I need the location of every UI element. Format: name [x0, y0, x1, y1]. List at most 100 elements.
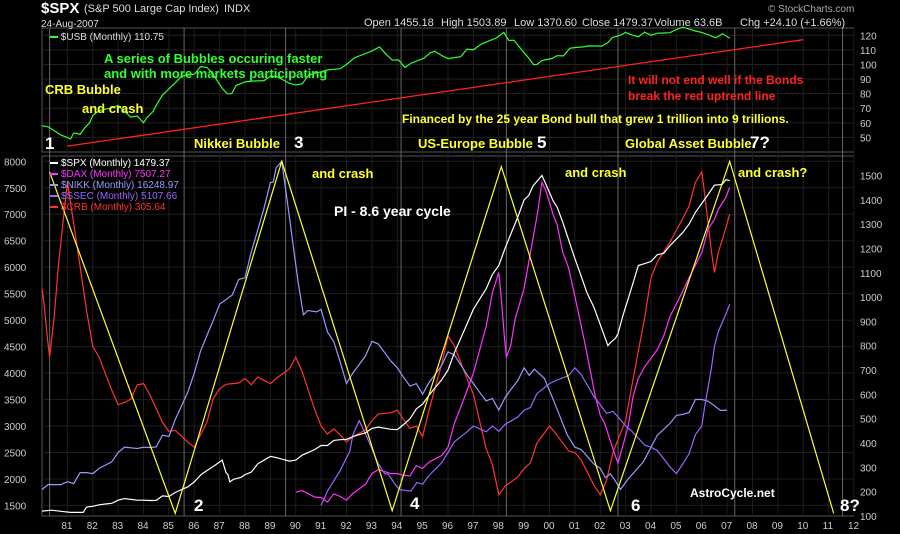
not-end-well-line1: It will not end well if the Bonds	[628, 73, 804, 87]
x-axis-tick: 89	[264, 521, 276, 532]
x-axis-tick: 92	[341, 521, 353, 532]
main-legend-item: $SSEC (Monthly) 5107.66	[50, 191, 177, 202]
main-right-tick: 100	[860, 512, 877, 523]
top-right-tick: 80	[860, 90, 872, 101]
x-axis-tick: 93	[366, 521, 378, 532]
main-left-tick: 3000	[4, 422, 27, 433]
main-legend-item: $NIKK (Monthly) 16248.97	[50, 180, 179, 191]
x-axis-tick: 88	[239, 521, 251, 532]
wave-label-3: 3	[294, 133, 304, 152]
dax-line	[295, 180, 731, 503]
date-label: 24-Aug-2007	[41, 19, 99, 30]
main-right-tick: 1100	[860, 269, 882, 280]
wave-label-2: 2	[194, 496, 204, 515]
legend-swatch	[50, 173, 58, 176]
symbol-title: $SPX	[41, 0, 80, 17]
top-right-tick: 90	[860, 75, 872, 86]
nikkei-bubble-label: Nikkei Bubble	[194, 136, 280, 151]
main-right-tick: 400	[860, 439, 877, 450]
series-bubbles-line2: and with more markets participating	[104, 66, 328, 81]
and-crash-question: and crash?	[738, 165, 808, 180]
bond-trendline	[67, 39, 804, 147]
low-value: Low 1370.60	[514, 17, 577, 29]
and-crash-1: and crash	[82, 101, 144, 116]
x-axis-tick: 91	[315, 521, 327, 532]
wave-label-4: 4	[410, 494, 420, 513]
main-left-tick: 6000	[4, 263, 27, 274]
wave-label-1: 1	[45, 134, 55, 153]
index-name: (S&P 500 Large Cap Index)	[84, 3, 219, 15]
main-right-tick: 1200	[860, 244, 883, 255]
x-axis-tick: 87	[214, 521, 226, 532]
top-right-tick: 70	[860, 104, 872, 115]
x-axis-tick: 10	[797, 521, 809, 532]
wave-label-8: 8?	[840, 496, 860, 515]
top-right-tick: 120	[860, 31, 877, 42]
x-axis-tick: 90	[290, 521, 302, 532]
main-right-tick: 900	[860, 317, 877, 328]
main-legend-item: $SPX (Monthly) 1479.37	[50, 158, 170, 169]
x-axis-tick: 97	[467, 521, 479, 532]
us-europe-bubble-label: US-Europe Bubble	[418, 136, 533, 151]
not-end-well-line2: break the red uptrend line	[628, 89, 776, 103]
wave-label-6: 6	[631, 496, 641, 515]
and-crash-3: and crash	[565, 165, 627, 180]
x-axis-tick: 00	[544, 521, 556, 532]
nikk-line	[41, 159, 728, 491]
legend-label: $NIKK (Monthly) 16248.97	[61, 180, 179, 191]
main-right-tick: 300	[860, 463, 877, 474]
main-left-tick: 7000	[4, 210, 27, 221]
x-axis-tick: 95	[417, 521, 429, 532]
astrocycle-label: AstroCycle.net	[690, 486, 775, 500]
main-legend-item: $DAX (Monthly) 7507.27	[50, 169, 171, 180]
wave-label-5: 5	[537, 133, 547, 152]
usb-legend: $USB (Monthly) 110.75	[50, 32, 164, 43]
usb-legend-label: $USB (Monthly) 110.75	[60, 32, 164, 43]
legend-label: $CRB (Monthly) 305.64	[61, 202, 166, 213]
x-axis-tick: 01	[569, 521, 581, 532]
main-left-tick: 4500	[4, 343, 27, 354]
x-axis-tick: 07	[721, 521, 733, 532]
x-axis-tick: 06	[696, 521, 708, 532]
x-axis-tick: 11	[823, 521, 834, 532]
usb-line	[41, 26, 731, 140]
main-left-tick: 5000	[4, 316, 27, 327]
brand-label: © StockCharts.com	[768, 4, 855, 15]
pi-cycle-label: PI - 8.6 year cycle	[334, 203, 451, 219]
x-axis-tick: 84	[138, 521, 150, 532]
wave-label-7: 7?	[750, 133, 770, 152]
main-left-tick: 3500	[4, 396, 27, 407]
x-axis-tick: 04	[645, 521, 657, 532]
top-right-tick: 60	[860, 119, 872, 130]
x-axis-tick: 09	[772, 521, 784, 532]
usb-legend-swatch	[50, 36, 58, 39]
main-left-tick: 8000	[4, 157, 27, 168]
and-crash-2: and crash	[312, 166, 374, 181]
close-value: Close 1479.37	[582, 17, 653, 29]
x-axis-tick: 12	[848, 521, 860, 532]
main-left-tick: 1500	[4, 501, 27, 512]
main-right-tick: 1300	[860, 220, 883, 231]
x-axis-tick: 94	[391, 521, 403, 532]
legend-swatch	[50, 162, 58, 165]
x-axis-tick: 82	[87, 521, 99, 532]
legend-swatch	[50, 195, 58, 198]
high-value: High 1503.89	[441, 17, 507, 29]
x-axis-tick: 03	[620, 521, 632, 532]
ssec-line	[320, 303, 731, 506]
global-bubble-label: Global Asset Bubble	[625, 136, 752, 151]
x-axis-tick: 81	[61, 521, 73, 532]
x-axis-tick: 05	[670, 521, 682, 532]
main-left-tick: 7500	[4, 184, 27, 195]
main-left-tick: 2500	[4, 448, 27, 459]
main-right-tick: 500	[860, 415, 877, 426]
main-right-tick: 1500	[860, 171, 883, 182]
exchange-label: INDX	[224, 3, 251, 15]
x-axis-tick: 96	[442, 521, 454, 532]
main-left-tick: 4000	[4, 369, 27, 380]
main-right-tick: 1400	[860, 196, 883, 207]
main-right-tick: 600	[860, 390, 877, 401]
legend-swatch	[50, 206, 58, 209]
x-axis-tick: 98	[493, 521, 505, 532]
